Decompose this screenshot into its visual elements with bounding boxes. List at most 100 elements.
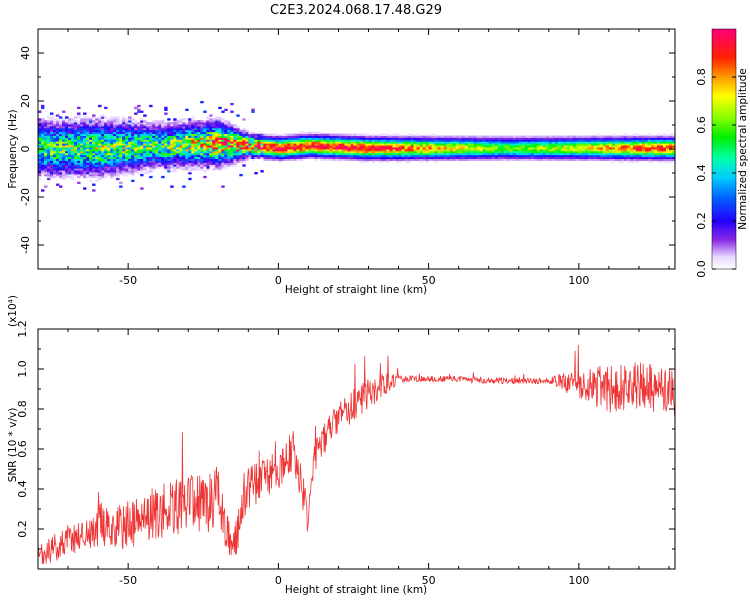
heatmap-cell [65, 131, 69, 135]
heatmap-cell [308, 145, 312, 148]
heatmap-cell [647, 158, 652, 161]
heatmap-cell [344, 139, 348, 142]
heatmap-cell [143, 127, 147, 131]
heatmap-cell [143, 129, 147, 133]
heatmap-cell [200, 131, 204, 135]
heatmap-cell [428, 156, 433, 159]
heatmap-cell [584, 145, 589, 148]
heatmap-cell [449, 137, 454, 140]
heatmap-cell [143, 162, 147, 165]
heatmap-cell [125, 129, 129, 133]
heatmap-cell [242, 133, 246, 136]
heatmap-cell [140, 139, 144, 142]
heatmap-cell [245, 129, 249, 133]
heatmap-cell [173, 166, 177, 169]
heatmap-cell [668, 154, 673, 158]
heatmap-cell [305, 135, 309, 138]
heatmap-cell [476, 156, 481, 159]
heatmap-cell [119, 185, 123, 188]
heatmap-cell [218, 127, 222, 131]
heatmap-cell [149, 147, 153, 150]
heatmap-cell [209, 149, 213, 152]
heatmap-cell [401, 149, 405, 152]
heatmap-cell [479, 143, 484, 146]
heatmap-cell [98, 137, 102, 140]
heatmap-cell [59, 127, 63, 131]
heatmap-cell [104, 120, 108, 123]
heatmap-cell [92, 173, 96, 177]
heatmap-cell [173, 160, 177, 163]
heatmap-cell [497, 156, 502, 159]
heatmap-cell [380, 145, 384, 148]
heatmap-cell [143, 158, 147, 161]
heatmap-cell [125, 124, 129, 127]
heatmap-cell [44, 141, 48, 144]
heatmap-cell [149, 170, 153, 173]
heatmap-cell [545, 156, 550, 159]
heatmap-cell [491, 156, 496, 159]
heatmap-cell [143, 133, 147, 136]
heatmap-cell [278, 139, 282, 142]
heatmap-cell [419, 137, 424, 140]
heatmap-cell [233, 164, 237, 167]
heatmap-cell [416, 156, 420, 159]
heatmap-cell [365, 139, 369, 142]
heatmap-cell [380, 133, 384, 136]
heatmap-cell [200, 101, 204, 104]
heatmap-cell [494, 135, 499, 138]
heatmap-cell [164, 106, 168, 110]
heatmap-cell [152, 150, 156, 154]
heatmap-cell [272, 139, 276, 142]
heatmap-cell [122, 150, 126, 154]
heatmap-cell [266, 139, 270, 142]
heatmap-cell [191, 127, 195, 131]
heatmap-cell [38, 149, 42, 152]
heatmap-cell [164, 131, 168, 135]
heatmap-cell [251, 150, 255, 154]
heatmap-cell [590, 156, 595, 159]
heatmap-cell [278, 152, 282, 156]
heatmap-cell [170, 141, 174, 144]
heatmap-cell [614, 147, 619, 150]
heatmap-cell [122, 147, 126, 150]
heatmap-cell [326, 158, 330, 161]
heatmap-cell [671, 150, 675, 154]
heatmap-cell [512, 147, 517, 150]
heatmap-cell [53, 122, 57, 125]
heatmap-cell [170, 143, 174, 146]
heatmap-cell [98, 160, 102, 163]
heatmap-cell [215, 133, 219, 136]
heatmap-cell [83, 127, 87, 131]
heatmap-cell [410, 150, 414, 154]
heatmap-cell [587, 150, 592, 154]
heatmap-cell [179, 133, 183, 136]
heatmap-cell [101, 131, 105, 135]
heatmap-cell [353, 141, 357, 144]
heatmap-cell [134, 139, 138, 142]
heatmap-cell [206, 152, 210, 156]
heatmap-cell [533, 158, 538, 161]
heatmap-cell [590, 158, 595, 161]
heatmap-cell [380, 135, 384, 138]
heatmap-cell [212, 168, 216, 171]
heatmap-cell [71, 133, 75, 136]
heatmap-cell [83, 164, 87, 167]
heatmap-cell [125, 120, 129, 123]
heatmap-cell [338, 154, 342, 158]
heatmap-cell [470, 137, 475, 140]
heatmap-cell [605, 150, 610, 154]
heatmap-cell [365, 143, 369, 146]
heatmap-cell [479, 135, 484, 138]
heatmap-cell [119, 125, 123, 129]
heatmap-cell [80, 164, 84, 167]
heatmap-cell [89, 133, 93, 136]
heatmap-cell [221, 122, 225, 125]
heatmap-cell [140, 170, 144, 173]
heatmap-cell [176, 122, 180, 125]
heatmap-cell [638, 137, 643, 140]
heatmap-cell [236, 158, 240, 161]
heatmap-cell [230, 102, 234, 106]
heatmap-cell [137, 154, 141, 158]
heatmap-cell [485, 158, 490, 161]
heatmap-cell [548, 149, 553, 152]
